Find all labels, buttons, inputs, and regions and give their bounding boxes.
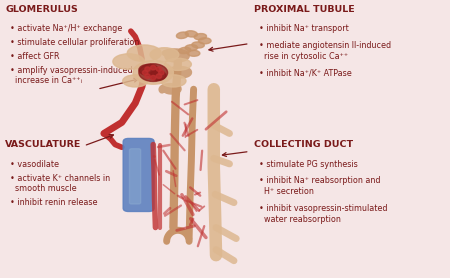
Text: PROXIMAL TUBULE: PROXIMAL TUBULE — [254, 5, 355, 14]
Text: • inhibit vasopressin-stimulated
  water reabsorption: • inhibit vasopressin-stimulated water r… — [259, 204, 387, 224]
Text: • vasodilate: • vasodilate — [9, 160, 58, 169]
Ellipse shape — [198, 38, 211, 44]
Ellipse shape — [156, 74, 162, 78]
Ellipse shape — [139, 64, 158, 75]
Ellipse shape — [185, 45, 198, 51]
Ellipse shape — [151, 65, 156, 70]
Ellipse shape — [123, 75, 148, 87]
Ellipse shape — [158, 70, 164, 75]
Ellipse shape — [127, 45, 161, 61]
Ellipse shape — [156, 67, 162, 71]
Ellipse shape — [187, 50, 200, 56]
Ellipse shape — [194, 34, 207, 40]
FancyBboxPatch shape — [123, 138, 154, 212]
FancyBboxPatch shape — [130, 149, 141, 204]
Ellipse shape — [139, 64, 167, 81]
Text: • inhibit renin release: • inhibit renin release — [9, 198, 97, 207]
Text: VASCULATURE: VASCULATURE — [5, 140, 81, 149]
Text: • mediate angiotensin II-induced
  rise in cytosolic Ca⁺⁺: • mediate angiotensin II-induced rise in… — [259, 41, 391, 61]
Text: • activate Na⁺/H⁺ exchange: • activate Na⁺/H⁺ exchange — [9, 24, 122, 33]
Ellipse shape — [113, 54, 144, 69]
Text: • inhibit Na⁺ reabsorption and
  H⁺ secretion: • inhibit Na⁺ reabsorption and H⁺ secret… — [259, 176, 380, 196]
Ellipse shape — [151, 75, 156, 80]
Text: COLLECTING DUCT: COLLECTING DUCT — [254, 140, 353, 149]
Text: • stimulate PG synthesis: • stimulate PG synthesis — [259, 160, 357, 169]
Text: GLOMERULUS: GLOMERULUS — [5, 5, 78, 14]
Ellipse shape — [185, 31, 198, 37]
Ellipse shape — [145, 67, 150, 71]
Text: • stimulate cellular proliferation: • stimulate cellular proliferation — [9, 38, 139, 47]
Text: • amplify vasopressin-induced
  increase in Ca⁺⁺ᵢ: • amplify vasopressin-induced increase i… — [9, 66, 132, 85]
Ellipse shape — [133, 61, 173, 84]
Ellipse shape — [192, 42, 204, 48]
Text: • activate K⁺ channels in
  smooth muscle: • activate K⁺ channels in smooth muscle — [9, 173, 110, 193]
Ellipse shape — [176, 32, 189, 39]
Ellipse shape — [161, 75, 186, 87]
Ellipse shape — [150, 48, 179, 61]
Ellipse shape — [145, 74, 150, 78]
Text: • inhibit Na⁺/K⁺ ATPase: • inhibit Na⁺/K⁺ ATPase — [259, 68, 351, 78]
Ellipse shape — [179, 47, 191, 54]
Text: • inhibit Na⁺ transport: • inhibit Na⁺ transport — [259, 24, 348, 33]
Ellipse shape — [164, 58, 191, 70]
Ellipse shape — [143, 70, 148, 75]
Text: • affect GFR: • affect GFR — [9, 52, 59, 61]
Ellipse shape — [150, 70, 166, 80]
